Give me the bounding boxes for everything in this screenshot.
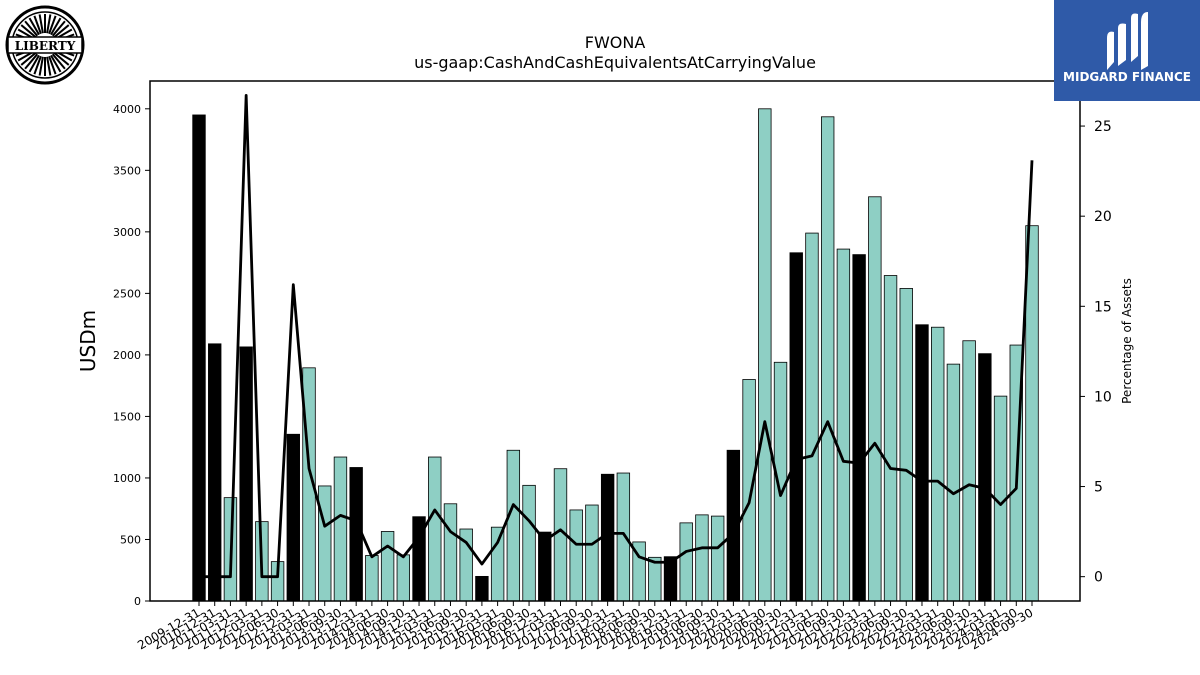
y-tick-label: 3000: [113, 226, 141, 239]
y-tick-label: 2000: [113, 349, 141, 362]
y2-tick-label: 15: [1094, 299, 1112, 315]
y2-tick-label: 5: [1094, 480, 1103, 496]
bar-2014-03-31: [365, 555, 379, 602]
bar-2014-09-30: [396, 554, 411, 602]
bar-2015-06-30: [443, 503, 458, 602]
y-tick-label: 3500: [113, 164, 141, 177]
bar-2017-06-30: [569, 509, 583, 602]
bar-2015-03-31: [428, 456, 442, 602]
liberty-logo-text: LIBERTY: [15, 39, 76, 53]
percentage-line-series: [199, 94, 1034, 579]
y-tick-label: 2500: [113, 287, 141, 300]
chart-subtitle: us-gaap:CashAndCashEquivalentsAtCarrying…: [414, 53, 816, 72]
y2-tick-label: 20: [1094, 209, 1112, 225]
y2-tick-label: 25: [1094, 119, 1112, 135]
bar-2016-06-30: [506, 449, 521, 602]
bar-2023-03-31: [931, 326, 945, 602]
x-axis-ticks: 2009-12-312010-12-312011-03-312011-12-31…: [135, 601, 1036, 652]
midgard-finance-text: MIDGARD FINANCE: [1063, 70, 1191, 84]
percentage-line: [199, 94, 1034, 579]
y-tick-label: 1000: [113, 472, 141, 485]
bar-2023-12-31: [978, 353, 992, 602]
liberty-logo: LIBERTY: [5, 5, 85, 85]
bar-2021-03-31: [805, 232, 819, 602]
bar-series: [192, 108, 1039, 602]
bar-2016-03-31: [490, 526, 505, 602]
y-axis-ticks: 0 500 1000 1500 2000 2500 3000 3500 4000: [113, 103, 150, 608]
bar-2011-12-31: [239, 346, 253, 602]
bar-2015-12-31: [475, 575, 489, 602]
bar-2013-09-30: [333, 456, 348, 602]
y2-tick-label: 0: [1094, 570, 1103, 586]
bar-2023-09-30: [962, 340, 976, 602]
bar-2022-03-31: [868, 196, 882, 602]
bar-2023-06-30: [946, 363, 961, 602]
bar-2020-03-31: [742, 379, 756, 602]
chart-title: FWONA: [585, 33, 646, 52]
y2-axis-label: Percentage of Assets: [1120, 278, 1134, 404]
bar-2019-06-30: [695, 514, 709, 602]
plot-frame: [149, 80, 1081, 602]
bar-2010-12-31: [208, 343, 222, 602]
y-tick-label: 0: [134, 595, 141, 608]
bar-2016-09-30: [522, 484, 536, 602]
y2-tick-label: 10: [1094, 389, 1112, 405]
liberty-rays-icon: [14, 14, 76, 76]
bar-2020-06-30: [758, 108, 772, 602]
bar-2021-09-30: [836, 248, 851, 602]
bar-2022-09-30: [899, 288, 913, 602]
y-axis-label: USDm: [76, 310, 100, 372]
bar-2020-09-30: [773, 361, 788, 602]
bar-2021-06-30: [820, 116, 835, 602]
bar-2024-09-30: [1025, 225, 1039, 602]
bar-2016-12-31: [538, 531, 552, 602]
bar-2022-06-30: [883, 275, 898, 602]
bar-2014-06-30: [380, 531, 395, 602]
midgard-finance-logo: MIDGARD FINANCE: [1054, 0, 1200, 101]
y-tick-label: 1500: [113, 410, 141, 423]
bar-2009-12-31: [192, 114, 206, 602]
bar-2019-03-31: [679, 522, 693, 602]
bar-2022-12-31: [915, 324, 929, 602]
bar-2020-12-31: [789, 252, 803, 602]
bar-2017-09-30: [585, 504, 599, 602]
y2-axis-ticks: 0 5 10 15 20 25: [1080, 119, 1112, 586]
bar-2021-12-31: [852, 254, 866, 602]
y-tick-label: 500: [120, 533, 141, 546]
bar-2019-09-30: [710, 515, 725, 602]
bar-2013-06-30: [318, 485, 332, 602]
y-tick-label: 4000: [113, 103, 141, 116]
bar-2012-12-31: [286, 433, 300, 602]
midgard-m-icon: [1107, 12, 1148, 71]
bar-2018-09-30: [648, 556, 662, 602]
bar-2018-03-31: [616, 472, 631, 602]
